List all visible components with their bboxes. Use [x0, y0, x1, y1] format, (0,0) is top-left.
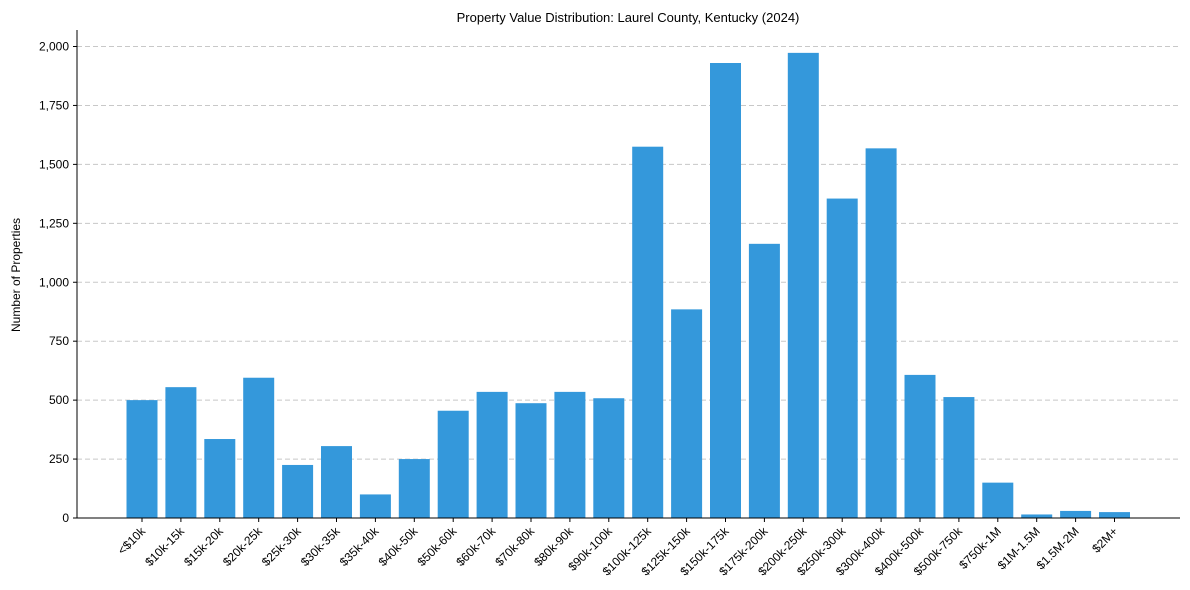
y-axis-label: Number of Properties — [9, 218, 23, 332]
bar — [126, 400, 158, 518]
axes — [76, 30, 1180, 519]
x-tick-label: <$10k — [115, 524, 149, 558]
x-tick-label: $20k-25k — [220, 524, 266, 570]
bar — [943, 397, 975, 518]
bar — [398, 459, 430, 518]
bar — [1099, 512, 1130, 518]
y-tick-label: 0 — [62, 511, 69, 525]
bar — [515, 403, 547, 518]
gridlines — [77, 46, 1180, 460]
x-tick-label: $25k-30k — [259, 524, 305, 570]
x-tick-label: $40k-50k — [376, 524, 422, 570]
bar — [748, 243, 780, 518]
y-axis-ticks: 0 250 500 750 1,000 1,250 1,500 1,750 2,000 — [39, 40, 77, 525]
y-tick-label: 1,250 — [39, 216, 69, 230]
bar — [204, 439, 236, 518]
y-tick-label: 1,000 — [39, 275, 69, 289]
x-tick-label: $50k-60k — [415, 524, 461, 570]
y-tick-label: 750 — [49, 334, 69, 348]
x-tick-label: $70k-80k — [492, 524, 538, 570]
x-tick-label: $35k-40k — [337, 524, 383, 570]
bar — [437, 410, 469, 518]
x-axis-ticks: <$10k$10k-15k$15k-20k$20k-25k$25k-30k$30… — [115, 518, 1121, 578]
bar — [904, 374, 936, 518]
bar — [554, 391, 586, 518]
bar — [787, 52, 819, 518]
bar — [632, 146, 664, 518]
y-tick-label: 250 — [49, 452, 69, 466]
bar — [671, 309, 703, 518]
bar — [321, 446, 352, 518]
y-tick-label: 1,750 — [39, 98, 69, 112]
x-tick-label: $1.5M-2M — [1034, 524, 1082, 572]
y-tick-label: 500 — [49, 393, 69, 407]
bar — [710, 63, 741, 519]
x-tick-label: $10k-15k — [142, 524, 188, 570]
bar — [476, 391, 508, 518]
bar — [865, 148, 897, 518]
x-tick-label: $30k-35k — [298, 524, 344, 570]
bar — [826, 198, 858, 519]
bar — [982, 482, 1014, 518]
y-tick-label: 2,000 — [39, 40, 69, 54]
bar — [165, 387, 197, 518]
x-tick-label: $60k-70k — [453, 524, 499, 570]
bars — [126, 52, 1130, 519]
bar — [359, 494, 391, 518]
bar — [282, 464, 314, 518]
bar — [1060, 510, 1092, 518]
chart-title: Property Value Distribution: Laurel Coun… — [457, 10, 800, 25]
y-tick-label: 1,500 — [39, 157, 69, 171]
x-tick-label: $2M+ — [1089, 524, 1120, 555]
x-tick-label: $15k-20k — [181, 524, 227, 570]
bar — [1021, 514, 1053, 518]
bar — [243, 377, 275, 518]
bar — [593, 398, 625, 518]
